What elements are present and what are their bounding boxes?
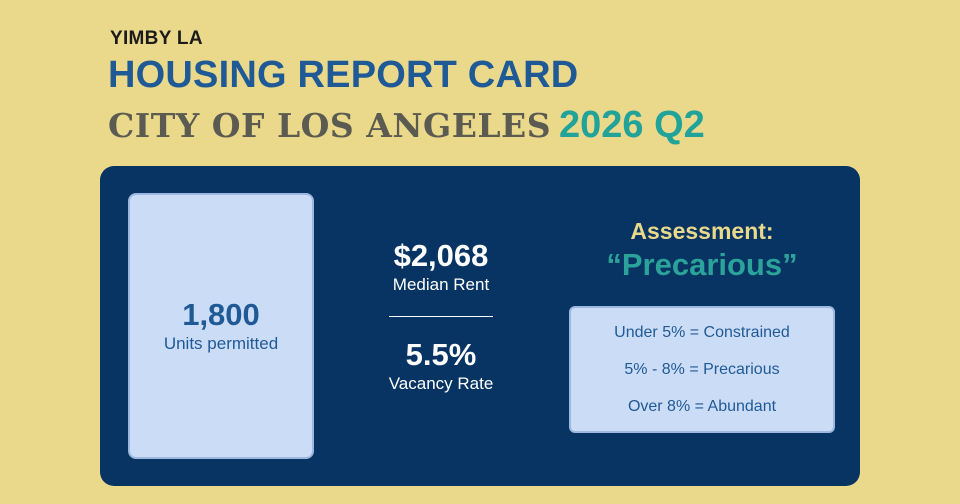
- stats-divider: [389, 316, 493, 317]
- assessment-value: “Precarious”: [606, 247, 798, 282]
- assessment-label: Assessment:: [630, 218, 774, 244]
- median-rent-label: Median Rent: [392, 275, 490, 294]
- units-permitted-card: 1,800 Units permitted: [128, 193, 314, 459]
- report-subtitle: CITY OF LOS ANGELES 2026 Q2: [108, 103, 705, 155]
- stats-column: $2,068 Median Rent 5.5% Vacancy Rate: [370, 238, 512, 395]
- units-permitted-label: Units permitted: [163, 334, 279, 353]
- report-panel: 1,800 Units permitted $2,068 Median Rent…: [100, 166, 860, 486]
- vacancy-rate-label: Vacancy Rate: [388, 374, 494, 393]
- scale-item-precarious: 5% - 8% = Precarious: [624, 360, 780, 378]
- scale-item-constrained: Under 5% = Constrained: [614, 323, 790, 341]
- assessment: Assessment: “Precarious”: [570, 216, 834, 284]
- median-rent-value: $2,068: [393, 238, 489, 273]
- report-period: 2026 Q2: [559, 104, 705, 146]
- units-permitted-value: 1,800: [182, 297, 260, 332]
- city-name: CITY OF LOS ANGELES: [108, 106, 552, 145]
- org-name: YIMBY LA: [110, 28, 203, 49]
- report-title: HOUSING REPORT CARD: [108, 54, 579, 96]
- scale-item-abundant: Over 8% = Abundant: [627, 397, 777, 415]
- vacancy-rate-value: 5.5%: [405, 337, 477, 372]
- assessment-scale-legend: Under 5% = Constrained 5% - 8% = Precari…: [569, 306, 835, 433]
